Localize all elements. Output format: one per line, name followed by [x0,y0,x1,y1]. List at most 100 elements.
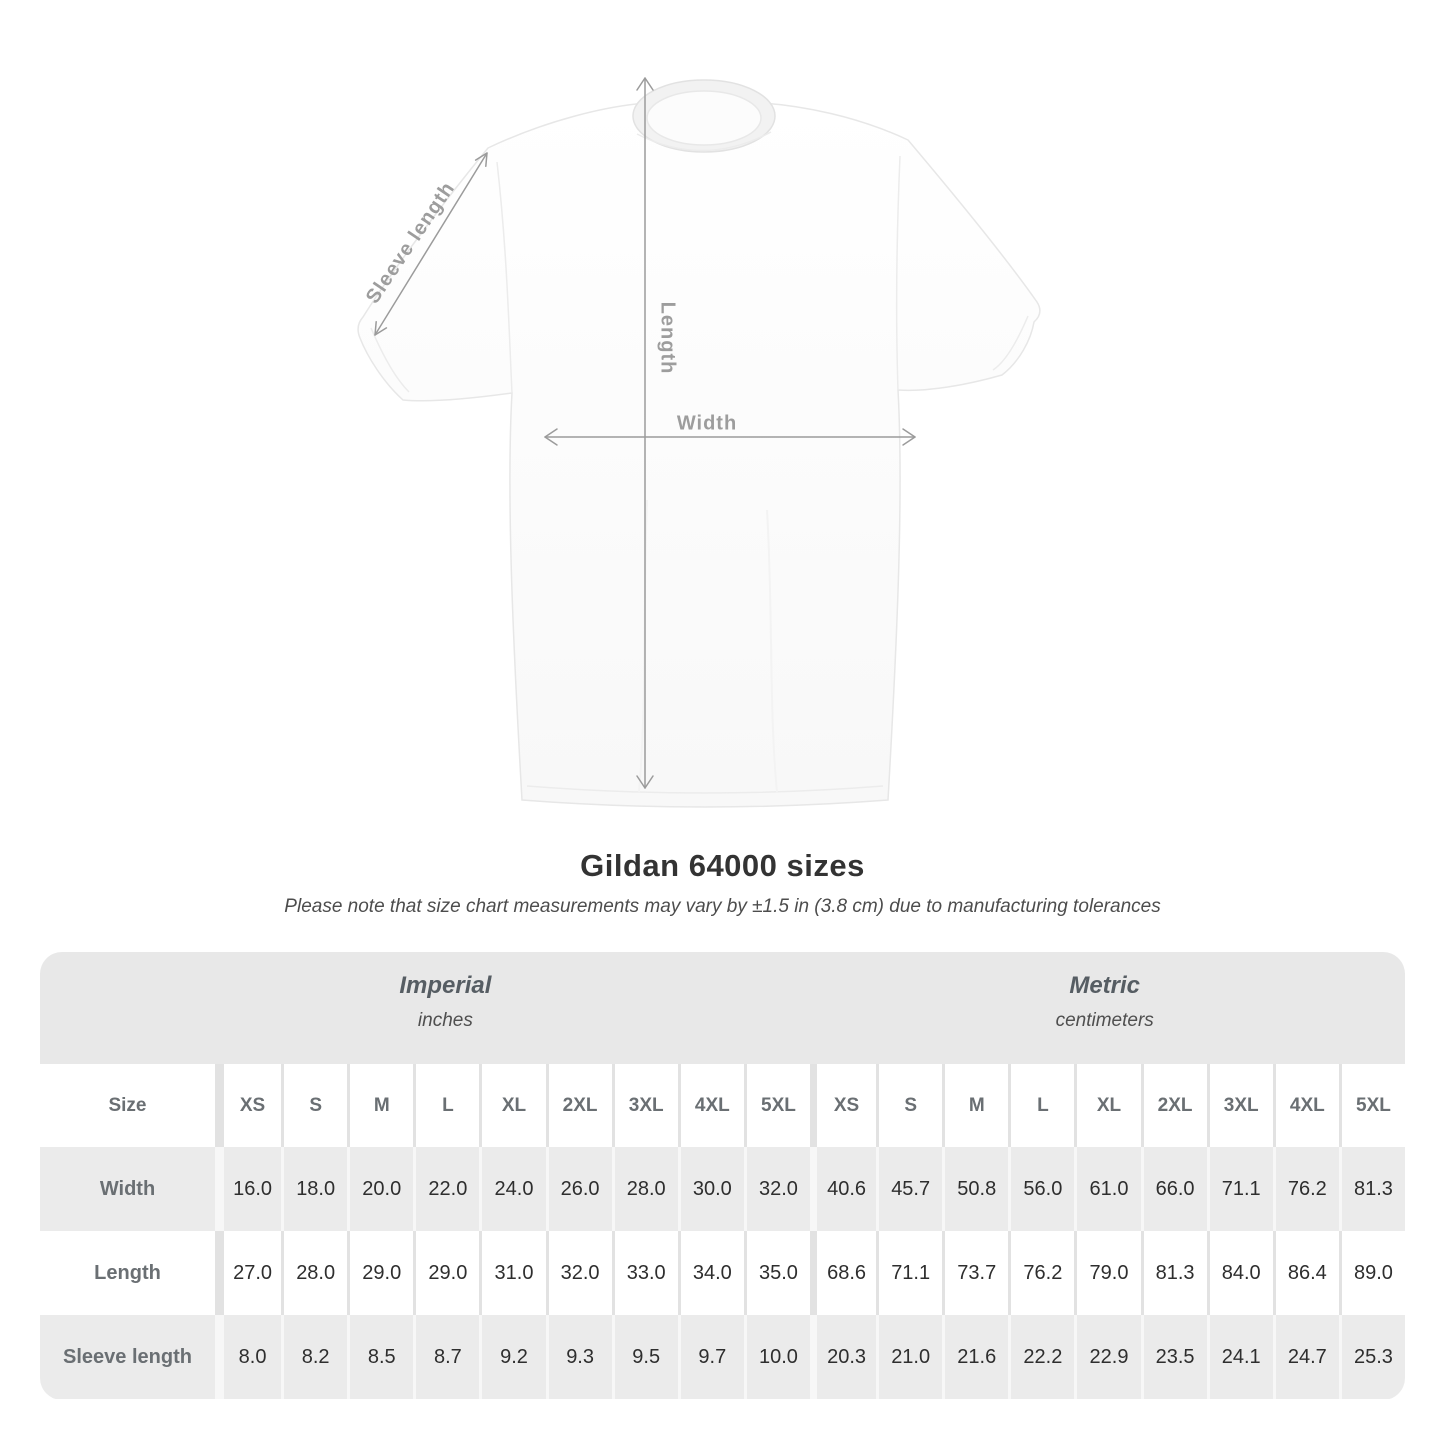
tshirt-body [357,100,1041,808]
table-row-width: Width 16.0 18.0 20.0 22.0 24.0 26.0 28.0… [40,1147,1405,1231]
size-header-row: Size XS S M L XL 2XL 3XL 4XL 5XL XS S M … [40,1064,1405,1147]
tolerance-note: Please note that size chart measurements… [284,896,1161,917]
size-col-header: 3XL [1206,1064,1273,1147]
measurement-arrows [374,77,916,789]
collar-inner [646,90,762,146]
value-cell: 35.0 [743,1231,810,1315]
value-cell: 68.6 [810,1231,877,1315]
imperial-label: Imperial [399,972,492,999]
value-cell: 20.0 [347,1147,414,1231]
value-cell: 81.3 [1338,1147,1405,1231]
width-label: Width [676,412,738,435]
value-cell: 29.0 [347,1231,414,1315]
metric-unit: centimeters [1055,1010,1154,1031]
value-cell: 32.0 [743,1147,810,1231]
value-cell: 81.3 [1140,1231,1207,1315]
size-col-header: 2XL [1140,1064,1207,1147]
imperial-header: Imperial inches [399,972,491,1032]
size-col-header: XS [810,1064,877,1147]
value-cell: 10.0 [743,1315,810,1399]
value-cell: 86.4 [1272,1231,1339,1315]
size-col-header: XS [215,1064,282,1147]
row-label: Sleeve length [40,1315,215,1399]
value-cell: 45.7 [876,1147,943,1231]
value-cell: 84.0 [1206,1231,1273,1315]
sleeve-length-arrow [374,152,488,336]
value-cell: 56.0 [1008,1147,1075,1231]
row-label: Length [40,1231,215,1315]
size-col-header: M [942,1064,1009,1147]
value-cell: 8.5 [347,1315,414,1399]
value-cell: 8.7 [413,1315,480,1399]
value-cell: 76.2 [1272,1147,1339,1231]
size-col-header: 4XL [677,1064,744,1147]
value-cell: 25.3 [1338,1315,1405,1399]
value-cell: 28.0 [611,1147,678,1231]
value-cell: 89.0 [1338,1231,1405,1315]
value-cell: 27.0 [215,1231,282,1315]
value-cell: 71.1 [1206,1147,1273,1231]
value-cell: 28.0 [281,1231,348,1315]
value-cell: 9.2 [479,1315,546,1399]
value-cell: 26.0 [545,1147,612,1231]
value-cell: 79.0 [1074,1231,1141,1315]
value-cell: 22.2 [1008,1315,1075,1399]
value-cell: 30.0 [677,1147,744,1231]
size-col-header: L [413,1064,480,1147]
metric-label: Metric [1069,972,1141,999]
value-cell: 71.1 [876,1231,943,1315]
size-col-header: 5XL [743,1064,810,1147]
length-arrow [636,77,654,789]
size-col-header: 2XL [545,1064,612,1147]
value-cell: 8.0 [215,1315,282,1399]
value-cell: 31.0 [479,1231,546,1315]
value-cell: 9.3 [545,1315,612,1399]
metric-header: Metric centimeters [1056,972,1154,1032]
value-cell: 9.7 [677,1315,744,1399]
value-cell: 76.2 [1008,1231,1075,1315]
size-table: Imperial inches Metric centimeters Size … [40,952,1405,1400]
size-col-header: XL [479,1064,546,1147]
value-cell: 34.0 [677,1231,744,1315]
value-cell: 66.0 [1140,1147,1207,1231]
length-label: Length [656,301,679,375]
value-cell: 23.5 [1140,1315,1207,1399]
value-cell: 18.0 [281,1147,348,1231]
size-header-label: Size [40,1064,215,1147]
size-col-header: M [347,1064,414,1147]
tshirt-figure: Sleeve length Length Width [357,77,1041,808]
value-cell: 22.9 [1074,1315,1141,1399]
imperial-unit: inches [417,1010,473,1031]
table-row-length: Length 27.0 28.0 29.0 29.0 31.0 32.0 33.… [40,1231,1405,1315]
value-cell: 33.0 [611,1231,678,1315]
size-col-header: S [281,1064,348,1147]
value-cell: 40.6 [810,1147,877,1231]
row-label: Width [40,1147,215,1231]
value-cell: 8.2 [281,1315,348,1399]
size-col-header: XL [1074,1064,1141,1147]
size-col-header: S [876,1064,943,1147]
value-cell: 20.3 [810,1315,877,1399]
shirt-seams [370,131,1029,794]
value-cell: 24.7 [1272,1315,1339,1399]
value-cell: 9.5 [611,1315,678,1399]
value-cell: 29.0 [413,1231,480,1315]
tshirt-graphic [357,77,1041,808]
value-cell: 24.1 [1206,1315,1273,1399]
value-cell: 21.6 [942,1315,1009,1399]
value-cell: 24.0 [479,1147,546,1231]
value-cell: 50.8 [942,1147,1009,1231]
size-col-header: 3XL [611,1064,678,1147]
value-cell: 16.0 [215,1147,282,1231]
value-cell: 22.0 [413,1147,480,1231]
value-cell: 21.0 [876,1315,943,1399]
size-col-header: L [1008,1064,1075,1147]
value-cell: 32.0 [545,1231,612,1315]
table-row-sleeve-length: Sleeve length 8.0 8.2 8.5 8.7 9.2 9.3 9.… [40,1315,1405,1399]
value-cell: 73.7 [942,1231,1009,1315]
unit-header-band: Imperial inches Metric centimeters [40,952,1405,1064]
size-col-header: 4XL [1272,1064,1339,1147]
value-cell: 61.0 [1074,1147,1141,1231]
page-title: Gildan 64000 sizes [580,848,865,883]
